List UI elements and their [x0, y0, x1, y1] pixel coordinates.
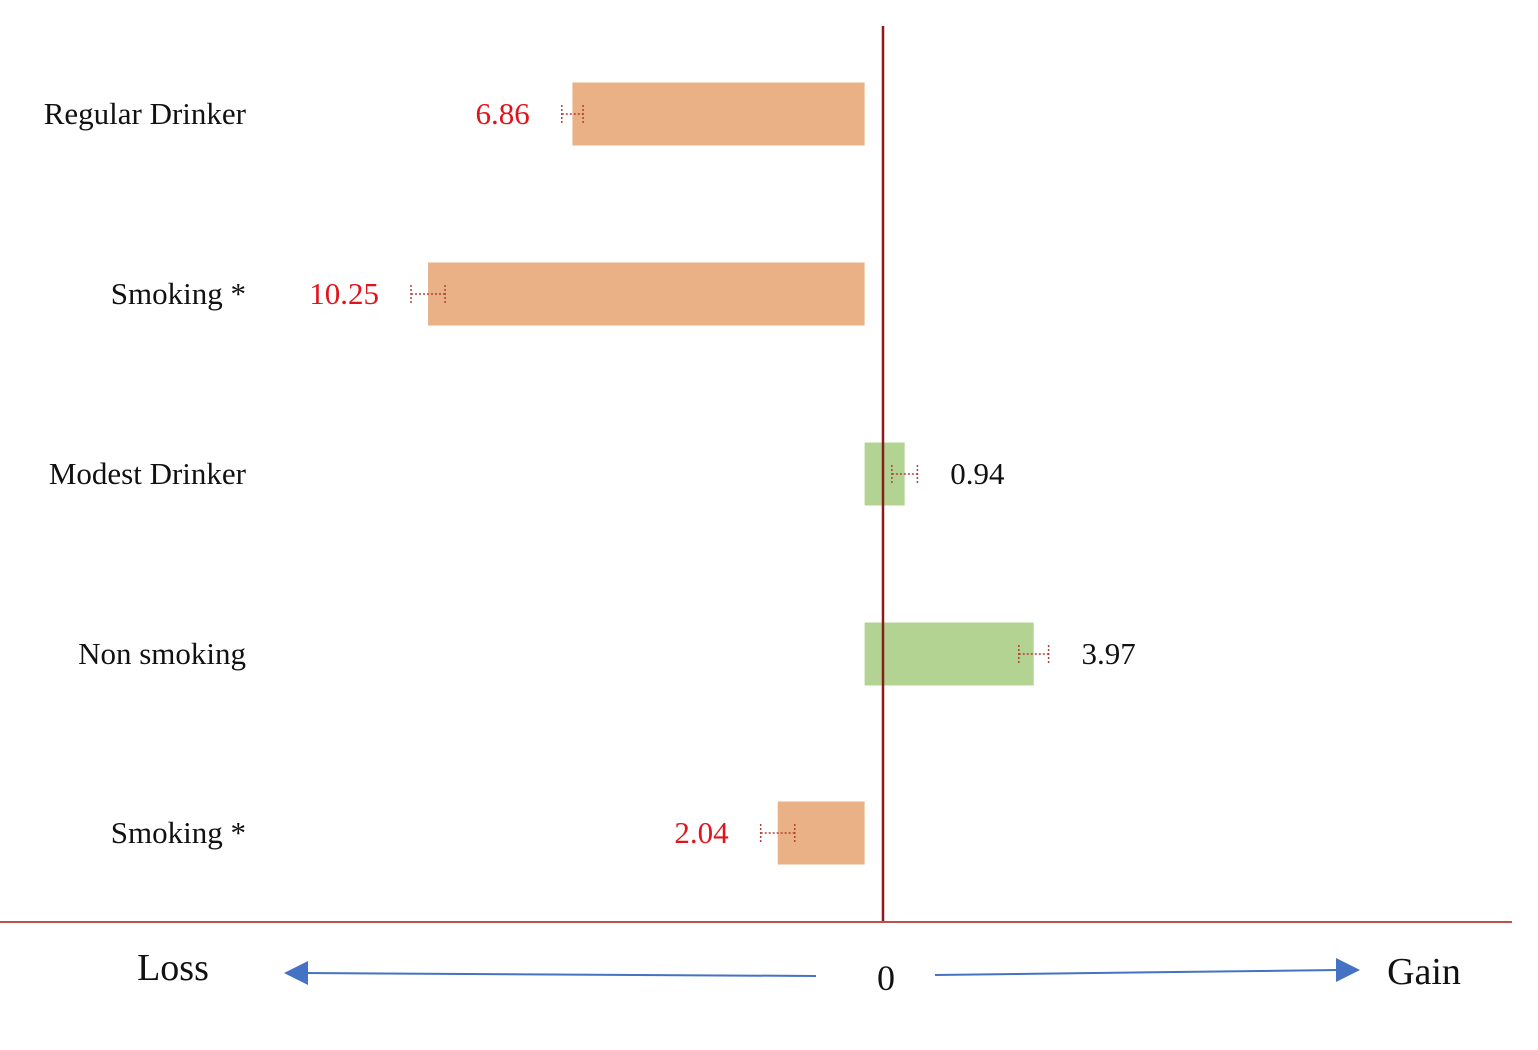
loss-label: Loss: [137, 947, 209, 989]
value-label-2: 10.25: [309, 276, 379, 311]
bar-4: [864, 622, 1034, 686]
bars-layer: [428, 82, 1034, 865]
loss-arrow-head: [284, 961, 308, 985]
loss-arrow-shaft: [301, 972, 817, 977]
category-label-5: Smoking *: [111, 815, 246, 850]
value-label-1: 6.86: [476, 96, 530, 131]
category-label-2: Smoking *: [111, 276, 246, 311]
gain-label: Gain: [1387, 951, 1461, 993]
labels-layer: Regular Drinker 6.86 Smoking * 10.25 Modest …: [44, 96, 1136, 850]
error-bar-2: [410, 285, 446, 303]
value-label-4: 3.97: [1081, 636, 1135, 671]
bar-5: [777, 801, 865, 865]
bar-1: [572, 82, 865, 146]
error-bars-layer: [410, 105, 1050, 842]
zero-label: 0: [877, 958, 895, 998]
bar-2: [428, 262, 865, 326]
category-label-3: Modest Drinker: [49, 456, 247, 491]
bar-3: [864, 442, 905, 506]
gain-arrow-head: [1336, 958, 1360, 982]
gain-arrow-shaft: [934, 969, 1339, 976]
value-label-3: 0.94: [950, 456, 1005, 491]
error-bar-3: [891, 465, 919, 483]
error-bar-5: [759, 824, 796, 842]
error-bar-4: [1018, 645, 1050, 663]
category-label-4: Non smoking: [78, 636, 246, 671]
value-label-5: 2.04: [674, 815, 729, 850]
category-label-1: Regular Drinker: [44, 96, 247, 131]
error-bar-1: [561, 105, 584, 123]
